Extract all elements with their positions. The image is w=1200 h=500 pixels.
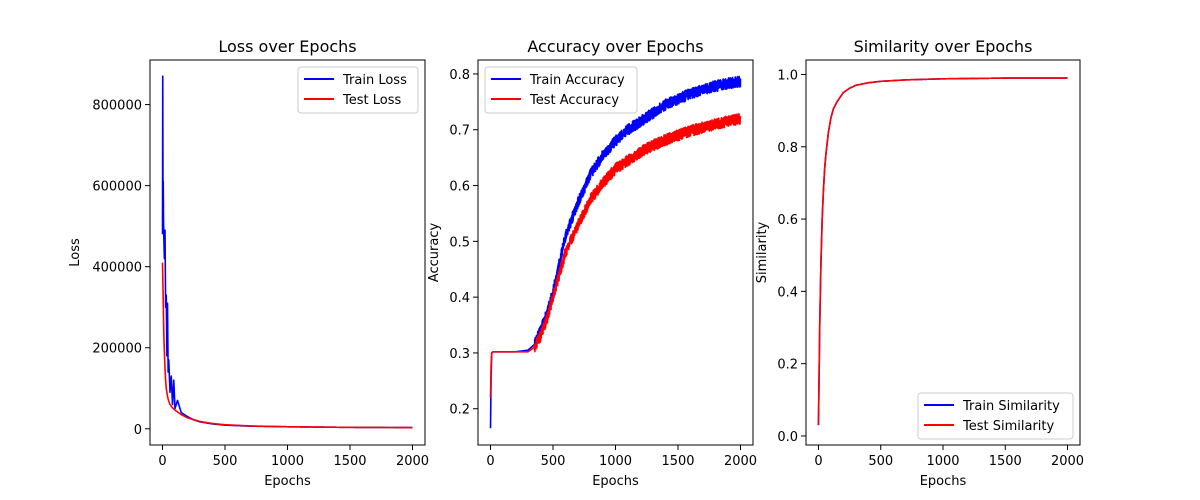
legend: Train Loss Test Loss [297,66,419,114]
legend-box [484,66,638,114]
plot-frame [477,59,754,446]
x-tick-label: 1000 [271,454,304,469]
x-tick-label: 500 [868,454,893,469]
series-group [489,75,742,429]
x-tick-label: 0 [158,454,166,469]
x-tick-label: 1500 [661,454,694,469]
legend-label-2: Test Loss [342,93,401,108]
legend-label-1: Train Accuracy [529,73,625,88]
chart-title: Similarity over Epochs [854,37,1033,56]
legend-label-2: Test Accuracy [529,93,619,108]
y-tick-label: 0.2 [777,358,798,373]
y-tick-label: 800000 [92,99,142,114]
y-tick-label: 600000 [92,180,142,195]
y-tick-label: 0.3 [449,347,470,362]
y-tick-label: 200000 [92,342,142,357]
y-tick-label: 0.6 [449,180,470,195]
y-tick-label: 0.8 [449,68,470,83]
y-tick-label: 0.4 [449,291,470,306]
chart-panel-2: 0 500 1000 1500 2000 0.2 0.3 0.4 0.5 0.6 0.7 0.8 Acc… [427,37,757,489]
chart-panel-3: 0 500 1000 1500 2000 0.0 0.2 0.4 0.6 0.8 1.0 Simila… [755,37,1084,489]
y-tick-label: 0.7 [449,124,470,139]
legend-label-2: Test Similarity [962,419,1055,434]
plot-frame [149,59,426,446]
plot-frame [805,59,1081,446]
chart-title: Accuracy over Epochs [527,37,703,56]
x-tick-label: 0 [814,454,822,469]
x-tick-label: 1000 [599,454,632,469]
series-line-2 [161,262,414,429]
x-tick-label: 2000 [724,454,757,469]
y-tick-label: 0.6 [777,213,798,228]
y-tick-label: 0.2 [449,403,470,418]
x-tick-label: 500 [541,454,566,469]
series-line-2 [489,112,742,398]
y-tick-label: 0.0 [777,430,798,445]
x-tick-label: 500 [213,454,238,469]
y-tick-label: 1.0 [777,68,798,83]
series-line-2 [817,77,1069,426]
series-group [161,75,414,429]
legend: Train Similarity Test Similarity [917,392,1074,440]
legend-label-1: Train Loss [342,73,407,88]
x-axis-label: Epochs [592,474,639,489]
chart-title: Loss over Epochs [218,37,356,56]
legend: Train Accuracy Test Accuracy [484,66,638,114]
legend-label-1: Train Similarity [962,399,1060,414]
series-group [817,77,1069,426]
y-tick-label: 0.8 [777,141,798,156]
x-axis-label: Epochs [264,474,311,489]
x-tick-label: 2000 [396,454,429,469]
series-line-1 [161,75,414,429]
x-tick-label: 0 [486,454,494,469]
x-tick-label: 1500 [989,454,1022,469]
y-axis-label: Accuracy [427,223,442,283]
legend-box [917,392,1074,440]
y-axis-label: Loss [68,238,83,267]
x-tick-label: 1500 [333,454,366,469]
x-tick-label: 2000 [1051,454,1084,469]
chart-panel-1: 0 500 1000 1500 2000 0 200000 400000 600000 80000… [68,37,429,489]
y-axis-label: Similarity [755,221,770,283]
x-axis-label: Epochs [920,474,967,489]
y-tick-label: 0.5 [449,235,470,250]
y-tick-label: 0 [134,423,142,438]
y-tick-label: 400000 [92,261,142,276]
y-tick-label: 0.4 [777,285,798,300]
series-line-1 [489,75,742,429]
series-line-1 [817,77,1069,426]
x-tick-label: 1000 [926,454,959,469]
